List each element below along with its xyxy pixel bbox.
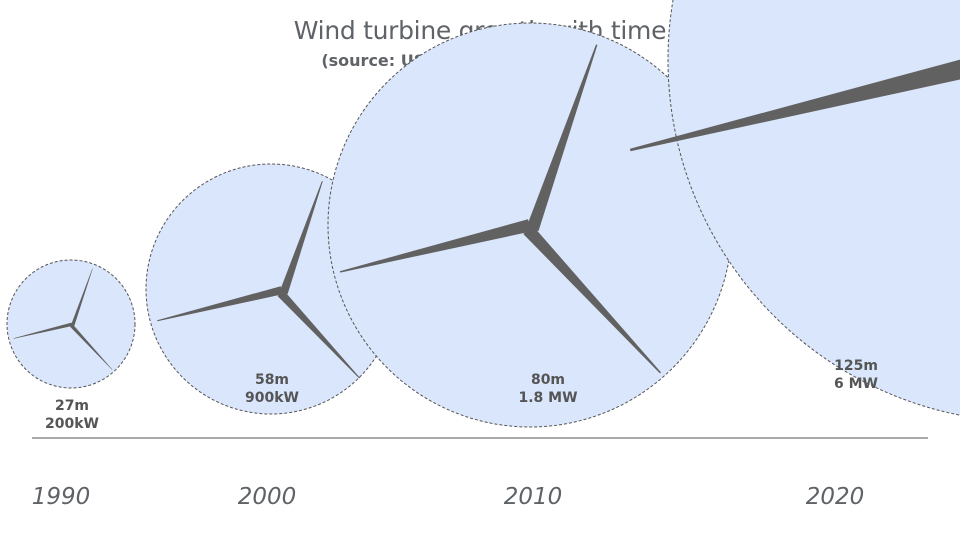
- x-tick-label-1990: 1990: [32, 484, 91, 510]
- capacity-label-1990: 200kW: [45, 416, 99, 432]
- turbine-hub-1990: [70, 323, 74, 327]
- turbine-blade-1990-1: [71, 268, 93, 326]
- turbine-blade-1990-2: [13, 322, 73, 339]
- turbine-blade-2020-2: [630, 59, 960, 152]
- turbine-hub-2010: [524, 222, 536, 234]
- diameter-label-1990: 27m: [55, 398, 89, 414]
- rotor-disc-2020: [667, 0, 960, 416]
- turbine-blade-2000-1: [279, 181, 323, 295]
- turbine-blade-2010-1: [526, 44, 598, 232]
- capacity-label-2010: 1.8 MW: [518, 390, 577, 406]
- x-tick-label-2010: 2010: [504, 484, 563, 510]
- x-tick-label-2000: 2000: [238, 484, 297, 510]
- turbine-blade-2000-2: [157, 286, 283, 322]
- capacity-label-2000: 900kW: [245, 390, 299, 406]
- turbine-hub-2000: [278, 288, 286, 296]
- turbine-blade-2000-3: [277, 290, 360, 379]
- turbine-blade-1990-3: [70, 324, 113, 370]
- diameter-label-2000: 58m: [255, 372, 289, 388]
- x-tick-label-2020: 2020: [806, 484, 865, 510]
- turbine-blade-2010-2: [339, 219, 531, 273]
- diameter-label-2010: 80m: [531, 372, 565, 388]
- turbine-blade-2010-3: [523, 225, 661, 374]
- capacity-label-2020: 6 MW: [834, 376, 878, 392]
- diameter-label-2020: 125m: [834, 358, 878, 374]
